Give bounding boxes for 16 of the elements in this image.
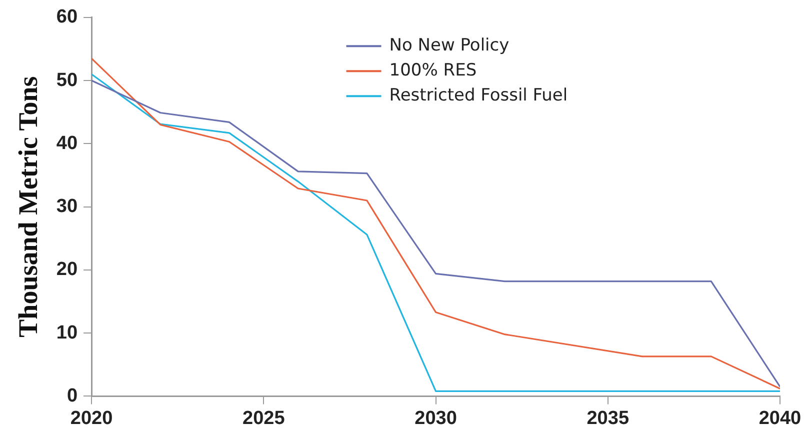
y-tick-label: 20	[56, 259, 78, 280]
y-tick-label: 50	[56, 70, 78, 91]
x-tick-label: 2040	[758, 408, 802, 429]
x-tick-label: 2035	[586, 408, 630, 429]
y-tick-label: 40	[56, 132, 78, 154]
x-tick-label: 2020	[70, 408, 113, 429]
legend-label: Restricted Fossil Fuel	[389, 86, 568, 106]
y-tick-label: 0	[66, 385, 78, 406]
legend-label: No New Policy	[389, 36, 510, 56]
y-tick-label: 10	[56, 322, 78, 344]
legend-label: 100% RES	[389, 60, 477, 81]
y-tick-label: 60	[56, 6, 78, 28]
x-tick-label: 2025	[242, 408, 286, 429]
x-tick-label: 2030	[414, 408, 457, 429]
y-axis-title: Thousand Metric Tons	[13, 76, 44, 338]
y-tick-label: 30	[56, 196, 78, 218]
